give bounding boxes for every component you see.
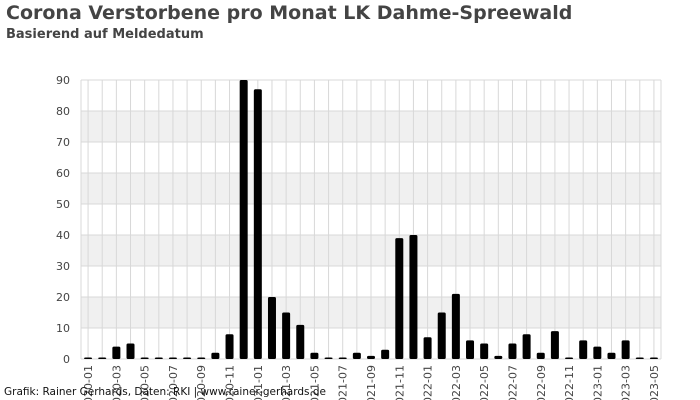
bar [451,293,460,359]
source-credit: Grafik: Rainer Gerhards, Daten: RKI | ww… [4,386,326,398]
bar [168,357,177,359]
bar [367,355,375,359]
bar [239,80,248,359]
bar [154,357,163,359]
y-tick-label: 0 [63,353,70,366]
bar [550,331,559,359]
x-tick-label: 2020-03 [110,365,123,400]
bar [635,357,644,359]
y-tick-label: 80 [56,105,70,118]
x-tick-label: 2020-05 [139,365,152,400]
y-tick-label: 90 [56,74,70,87]
bar [282,312,291,359]
bar [211,352,220,359]
chart-subtitle: Basierend auf Meldedatum [6,27,204,42]
y-tick-label: 40 [56,229,70,242]
bar [409,235,418,359]
bar [225,334,234,359]
bar [267,297,276,359]
bar [197,357,206,359]
x-tick-label: 2021-01 [252,365,265,400]
x-tick-label: 2022-11 [563,365,576,400]
x-tick-label: 2023-01 [591,365,604,400]
bar [565,357,574,359]
bar [352,352,361,359]
x-tick-label: 2021-07 [337,365,350,400]
bar [395,238,404,359]
bar [338,357,347,359]
y-tick-label: 50 [56,198,70,211]
y-tick-label: 70 [56,136,70,149]
bar-series [84,80,658,360]
x-axis-ticks: 2020-01 2020-03 2020-05 2020-07 2020-09 2020-… [82,365,661,400]
bar [126,343,135,359]
bar [381,349,390,359]
bar [140,357,149,359]
bar [310,352,319,359]
x-tick-label: 2020-11 [224,365,237,400]
x-tick-label: 2022-01 [422,365,435,400]
bar [536,352,545,359]
x-tick-label: 2022-07 [506,365,519,400]
bar [621,340,630,359]
x-tick-label: 2021-11 [393,365,406,400]
bar [84,357,93,359]
x-tick-label: 2023-03 [620,365,633,400]
y-tick-label: 30 [56,260,70,273]
bar [253,89,262,360]
bar [98,357,107,359]
y-tick-label: 60 [56,167,70,180]
bar [508,343,517,359]
bar [593,346,602,359]
bar [480,343,489,359]
y-axis-ticks: 0 10 20 30 40 50 60 70 80 90 [56,74,70,366]
x-tick-label: 2022-05 [478,365,491,400]
bar [466,340,475,359]
bar [579,340,588,359]
y-tick-label: 20 [56,291,70,304]
x-tick-label: 2021-05 [308,365,321,400]
x-tick-label: 2020-01 [82,365,95,400]
bar [437,312,446,359]
chart-title: Corona Verstorbene pro Monat LK Dahme-Sp… [6,2,573,24]
x-tick-label: 2021-03 [280,365,293,400]
bar [112,346,121,359]
bar [522,334,531,359]
x-tick-label: 2020-07 [167,365,180,400]
bar [607,352,616,359]
x-tick-label: 2021-09 [365,365,378,400]
x-tick-label: 2022-03 [450,365,463,400]
x-tick-label: 2022-09 [535,365,548,400]
bar [296,324,305,359]
bar [324,357,333,359]
bar [494,355,503,359]
bar [183,357,192,359]
x-tick-label: 2023-05 [648,365,661,400]
bar [649,357,658,359]
x-tick-label: 2020-09 [195,365,208,400]
y-tick-label: 10 [56,322,70,335]
bar [423,337,432,359]
